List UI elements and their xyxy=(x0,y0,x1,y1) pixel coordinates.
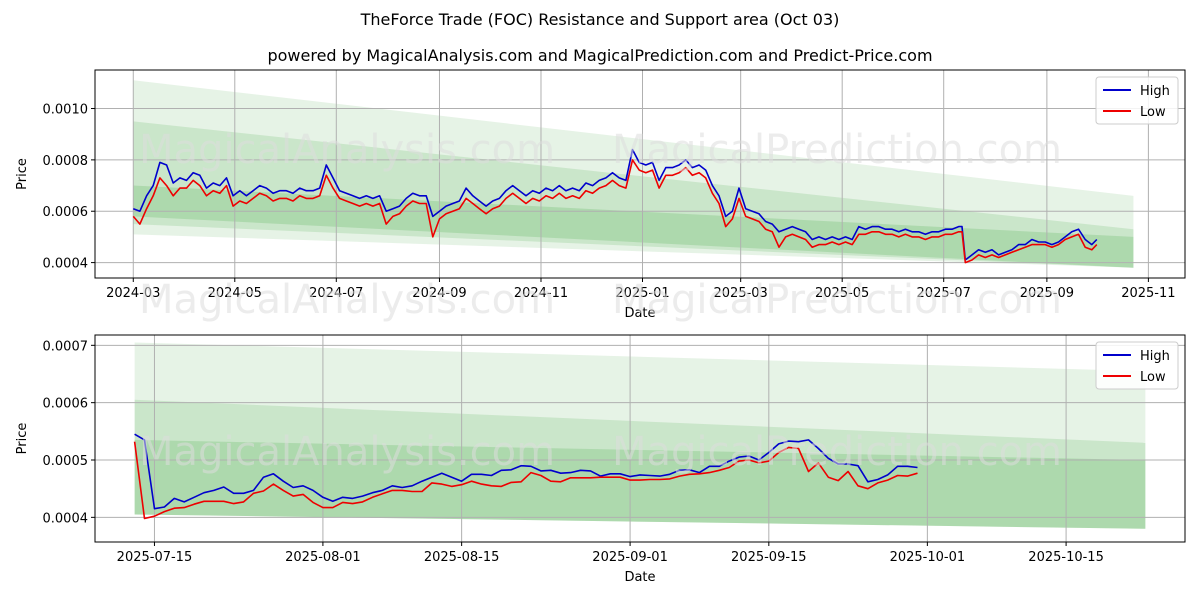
watermark-text: MagicalPrediction.com xyxy=(612,429,1062,475)
legend-label: High xyxy=(1140,349,1170,364)
x-tick-label: 2025-07 xyxy=(917,286,971,301)
chart-title: TheForce Trade (FOC) Resistance and Supp… xyxy=(360,10,840,29)
x-tick-label: 2025-08-01 xyxy=(285,550,361,565)
y-tick-label: 0.0010 xyxy=(43,103,89,118)
y-tick-label: 0.0006 xyxy=(43,205,89,220)
legend-box xyxy=(1095,341,1179,390)
axes-frame xyxy=(94,334,1186,543)
x-tick-label: 2025-09-15 xyxy=(731,550,807,565)
bottom-chart-panel: 2025-07-15 2025-08-01 2025-08-15 2025-09-01… xyxy=(15,334,1186,585)
x-tick-label: 2024-03 xyxy=(106,286,160,301)
chart-subtitle: powered by MagicalAnalysis.com and Magic… xyxy=(267,46,933,65)
x-tick-label: 2025-01 xyxy=(615,286,669,301)
x-tick-label: 2024-05 xyxy=(208,286,262,301)
low-series-line xyxy=(133,441,918,520)
y-axis-label: Price xyxy=(15,158,30,190)
low-series-line xyxy=(132,159,1098,264)
legend-label: High xyxy=(1140,84,1170,99)
legend-label: Low xyxy=(1140,105,1166,120)
legend-box xyxy=(1095,76,1179,125)
axes-frame xyxy=(94,69,1186,279)
watermark-text: MagicalAnalysis.com xyxy=(139,277,555,323)
y-tick-label: 0.0004 xyxy=(43,511,89,526)
support-resistance-band xyxy=(134,342,1146,529)
x-tick-label: 2025-08-15 xyxy=(424,550,500,565)
support-resistance-band xyxy=(133,121,1134,268)
high-series-line xyxy=(134,433,918,510)
support-resistance-band xyxy=(134,439,1146,529)
watermark-text: MagicalAnalysis.com xyxy=(139,429,555,475)
watermark-text: MagicalPrediction.com xyxy=(612,127,1062,173)
legend-label: Low xyxy=(1140,370,1166,385)
x-tick-label: 2024-07 xyxy=(309,286,363,301)
y-tick-label: 0.0005 xyxy=(43,454,89,469)
watermark-text: MagicalAnalysis.com xyxy=(139,127,555,173)
x-tick-label: 2024-09 xyxy=(412,286,466,301)
x-tick-label: 2025-11 xyxy=(1121,286,1175,301)
high-series-line xyxy=(133,148,1098,261)
y-tick-label: 0.0008 xyxy=(43,154,89,169)
support-resistance-band xyxy=(133,80,1134,268)
x-tick-label: 2025-10-15 xyxy=(1028,550,1104,565)
watermark-text: MagicalPrediction.com xyxy=(612,277,1062,323)
x-tick-label: 2025-09-01 xyxy=(592,550,668,565)
support-resistance-band xyxy=(134,399,1146,529)
top-chart-panel: 2024-03 2024-05 2024-07 2024-09 2024-11 2025-… xyxy=(15,69,1186,321)
x-tick-label: 2025-03 xyxy=(714,286,768,301)
y-tick-label: 0.0004 xyxy=(43,257,89,272)
x-tick-label: 2025-09 xyxy=(1020,286,1074,301)
x-tick-label: 2024-11 xyxy=(514,286,568,301)
x-axis-label: Date xyxy=(624,570,655,585)
x-axis-label: Date xyxy=(624,306,655,321)
x-tick-label: 2025-05 xyxy=(815,286,869,301)
y-axis-label: Price xyxy=(15,423,30,455)
x-tick-label: 2025-10-01 xyxy=(890,550,966,565)
y-tick-label: 0.0007 xyxy=(43,339,89,354)
x-tick-label: 2025-07-15 xyxy=(117,550,193,565)
y-tick-label: 0.0006 xyxy=(43,397,89,412)
